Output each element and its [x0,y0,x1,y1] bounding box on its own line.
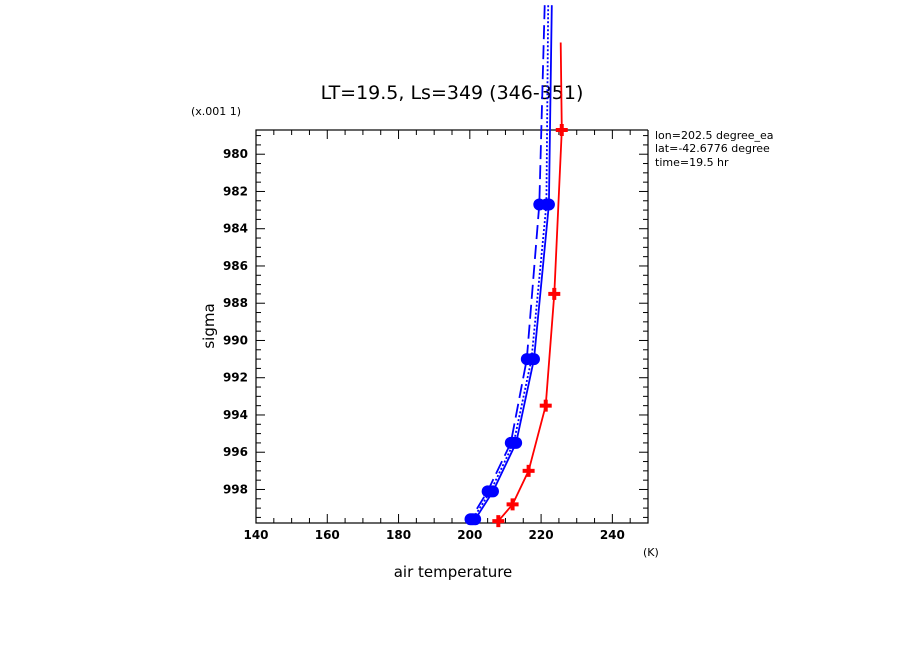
series-0-point [506,498,519,511]
y-tick-label: 996 [223,445,248,459]
annotation-time: time=19.5 hr [655,156,729,169]
y-tick-label: 986 [223,259,248,273]
x-axis-title: air temperature [394,563,513,581]
axis-ticks: 140 160 180 200 220 240 980 982 984 986 988 990 992 9… [223,130,649,542]
y-scale-label: (x.001 1) [191,105,241,118]
series-line-2 [471,5,550,520]
series-0-point [548,287,561,300]
x-tick-label: 220 [529,528,554,542]
chart-title: LT=19.5, Ls=349 (346-351) [321,82,584,104]
plot-frame [255,129,649,524]
y-tick-label: 982 [223,184,248,198]
x-tick-label: 240 [600,528,625,542]
y-tick-label: 988 [223,296,248,310]
series-3-point [481,485,494,498]
x-tick-label: 180 [386,528,411,542]
marker-layer [464,124,568,528]
y-tick-label: 994 [223,408,248,422]
annotation-lat: lat=-42.6776 degree [655,142,770,155]
series-3-point [520,353,533,366]
x-tick-label: 160 [315,528,340,542]
x-unit-label: (K) [643,546,659,559]
x-tick-label: 140 [243,528,268,542]
series-3-point [464,513,477,526]
y-tick-label: 980 [223,147,248,161]
y-tick-label: 984 [223,222,248,236]
series-0-point [539,399,552,412]
series-0-point [555,124,568,136]
x-tick-label: 200 [457,528,482,542]
y-tick-label: 992 [223,371,248,385]
series-0-point [522,464,535,477]
y-tick-label: 998 [223,482,248,496]
annotation-lon: lon=202.5 degree_ea [655,129,774,142]
y-tick-label: 990 [223,333,248,347]
series-3-point [533,198,546,211]
y-axis-title: sigma [200,303,218,348]
series-line-3 [469,5,546,520]
series-0-point [492,515,505,528]
series-3-point [504,436,517,449]
